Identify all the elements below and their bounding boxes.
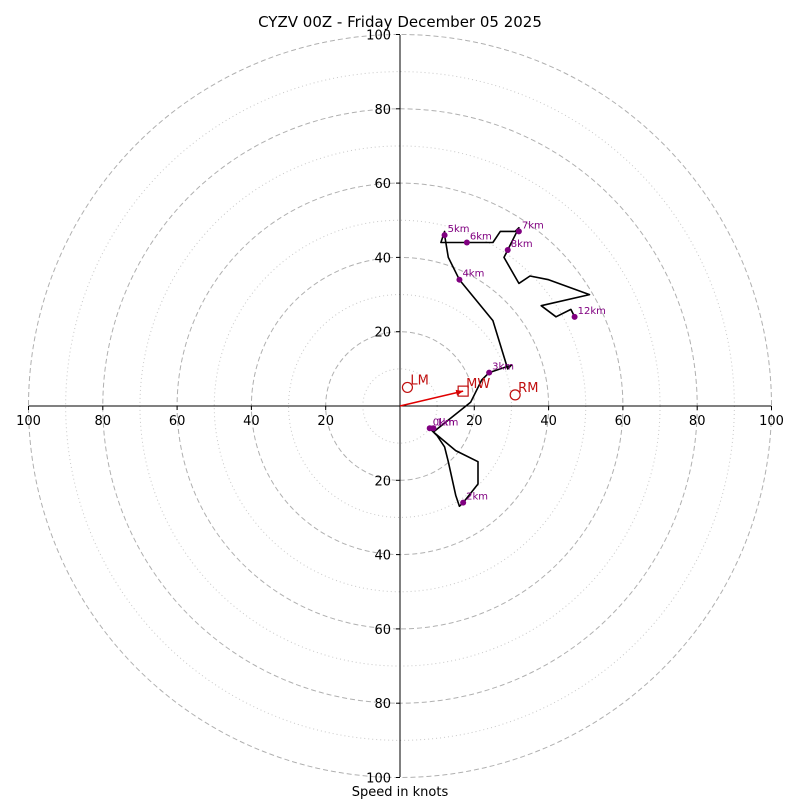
x-tick-label: 60 — [615, 414, 632, 429]
height-marker-label: 1km — [436, 417, 458, 428]
y-tick-label: 20 — [374, 474, 391, 489]
x-tick-label: 40 — [243, 414, 260, 429]
mean-wind-arrowhead — [455, 389, 464, 396]
y-tick-label: 100 — [366, 772, 391, 787]
storm-motion-marker — [509, 389, 521, 401]
height-marker-label: 4km — [462, 269, 484, 280]
height-marker-label: 8km — [511, 239, 533, 250]
x-tick-label: 20 — [317, 414, 334, 429]
x-tick-label: 20 — [466, 414, 483, 429]
y-tick-label: 80 — [374, 103, 391, 118]
storm-motion-marker — [401, 381, 414, 394]
hodograph-trace-group — [399, 226, 591, 508]
height-marker — [515, 228, 522, 235]
y-tick-label: 40 — [374, 549, 391, 564]
y-tick-label: 60 — [374, 177, 391, 192]
height-marker — [441, 232, 448, 239]
height-marker — [460, 499, 467, 506]
height-marker — [430, 425, 437, 432]
tick-labels: 100 80 60 40 20 20 40 60 80 100 20 40 60 80 100 20 40 60 8… — [16, 29, 784, 787]
height-marker-label: 6km — [470, 232, 492, 243]
storm-motion-label: MW — [466, 377, 490, 392]
y-tick-label: 40 — [374, 251, 391, 266]
storm-motion-label: LM — [410, 373, 428, 388]
height-marker — [571, 313, 578, 320]
x-tick-label: 100 — [759, 414, 784, 429]
height-marker — [456, 276, 463, 283]
height-marker-label: 7km — [522, 220, 544, 231]
storm-motion-label: RM — [518, 381, 538, 396]
height-marker — [463, 239, 470, 246]
height-marker-label: 0km — [433, 417, 455, 428]
storm-motion-markers: LM RM MW — [401, 373, 538, 401]
y-tick-label: 20 — [374, 326, 391, 341]
x-tick-label: 60 — [169, 414, 186, 429]
height-marker — [486, 369, 493, 376]
chart-title: CYZV 00Z - Friday December 05 2025 — [258, 13, 542, 31]
height-marker-label: 12km — [578, 306, 606, 317]
hodograph-trace — [429, 226, 591, 508]
x-tick-label: 100 — [16, 414, 41, 429]
x-tick-label: 80 — [689, 414, 706, 429]
y-tick-label: 100 — [366, 29, 391, 44]
x-tick-label: 40 — [540, 414, 557, 429]
height-marker-label: 3km — [492, 362, 514, 373]
x-tick-label: 80 — [95, 414, 112, 429]
height-marker — [504, 246, 511, 253]
y-tick-label: 80 — [374, 697, 391, 712]
storm-motion-marker — [457, 385, 469, 397]
mean-wind-vector — [399, 390, 464, 407]
height-marker-label: 5km — [448, 224, 470, 235]
height-marker-label: 2km — [466, 492, 488, 503]
x-axis-label: Speed in knots — [352, 785, 449, 800]
y-tick-label: 60 — [374, 623, 391, 638]
